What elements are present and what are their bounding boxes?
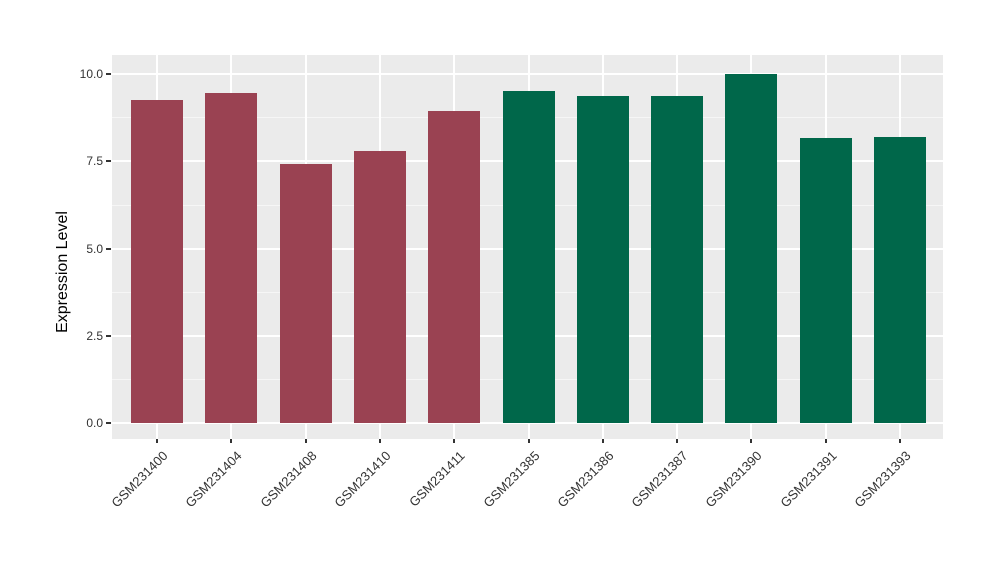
plot-panel [112,55,943,439]
bar-GSM231400 [131,100,183,423]
y-tick-mark [106,247,111,250]
y-tick-label: 5.0 [86,241,103,256]
y-tick-label: 10.0 [79,67,103,82]
x-axis-label: GSM231390 [702,448,765,511]
y-tick-label: 0.0 [86,416,103,430]
y-tick-mark [106,160,111,163]
x-axis-label: GSM231404 [182,448,245,511]
x-tick-mark [230,439,233,443]
x-axis-label: GSM231411 [406,448,468,510]
x-tick-mark [453,439,456,443]
y-tick-label: 7.5 [86,154,103,169]
y-axis-title: Expression Level [54,211,71,333]
x-tick-mark [824,439,827,443]
x-axis-label: GSM231391 [777,448,840,511]
bar-GSM231385 [502,91,555,423]
y-tick-label: 2.5 [86,328,103,343]
x-axis-label: GSM231385 [479,448,543,511]
x-tick-mark [676,439,679,443]
x-axis-label: GSM231400 [108,448,171,511]
bar-GSM231404 [205,93,258,423]
x-tick-mark [750,439,753,443]
x-tick-mark [304,439,307,443]
x-tick-mark [378,439,381,443]
bar-GSM231410 [353,151,406,423]
x-axis-label: GSM231387 [628,448,691,511]
y-tick-mark [106,334,111,337]
x-axis-label: GSM231386 [554,448,617,511]
x-tick-mark [601,439,604,443]
bar-GSM231408 [279,164,332,423]
bar-GSM231391 [799,138,852,423]
bar-GSM231411 [428,110,481,423]
x-axis-label: GSM231410 [331,448,394,511]
x-axis-label: GSM231408 [256,448,320,511]
y-tick-mark [106,422,111,424]
bar-GSM231393 [874,136,926,423]
bar-GSM231386 [576,96,629,423]
x-tick-mark [156,439,158,443]
x-tick-mark [527,439,530,443]
y-tick-mark [106,73,111,76]
bar-GSM231387 [651,96,704,423]
x-axis-label: GSM231393 [851,448,914,511]
x-tick-mark [899,439,901,443]
bar-GSM231390 [725,74,778,423]
